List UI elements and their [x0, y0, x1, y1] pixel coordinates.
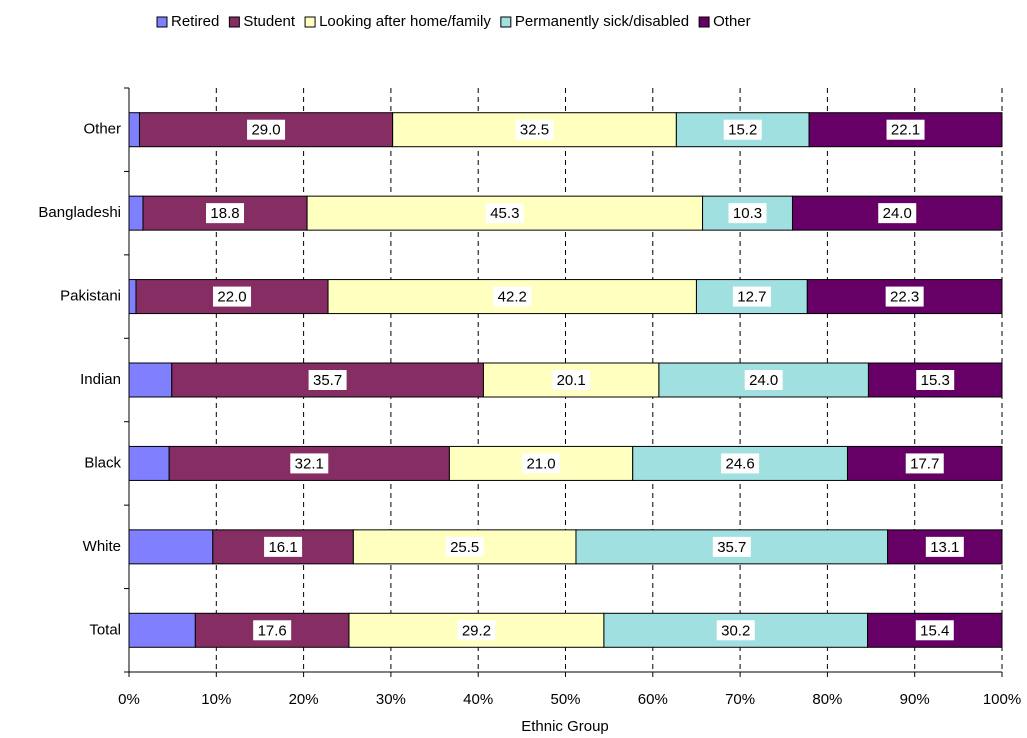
data-label: 22.1	[891, 122, 920, 139]
x-tick-label: 10%	[201, 691, 231, 708]
y-tick-label: Black	[84, 454, 121, 471]
data-label-box	[721, 453, 760, 474]
data-label: 22.0	[217, 289, 246, 306]
data-label-box	[445, 536, 484, 557]
x-tick-label: 70%	[725, 691, 755, 708]
data-label: 25.5	[450, 539, 479, 556]
data-label-box	[712, 536, 751, 557]
x-axis-label: Ethnic Group	[521, 718, 609, 735]
data-label: 32.1	[295, 455, 324, 472]
legend-label: Other	[713, 13, 751, 30]
x-tick-label: 30%	[376, 691, 406, 708]
x-tick-label: 90%	[900, 691, 930, 708]
data-label-box	[552, 370, 591, 390]
bar-segment	[128, 195, 144, 231]
data-label-box	[290, 453, 329, 474]
y-tick-label: Other	[83, 121, 121, 138]
bar-segment	[128, 612, 196, 648]
data-label-box	[485, 203, 524, 224]
data-label-box	[457, 620, 496, 641]
data-label-box	[878, 203, 917, 224]
data-label-box	[206, 203, 245, 224]
data-label-box	[905, 453, 944, 474]
legend-swatch	[500, 16, 512, 28]
data-label: 24.6	[725, 455, 754, 472]
data-label: 24.0	[883, 205, 912, 222]
data-label: 16.1	[268, 539, 297, 556]
data-label-box	[723, 119, 762, 140]
data-label-box	[732, 286, 771, 307]
data-label: 24.0	[749, 372, 778, 389]
legend-swatch	[156, 16, 168, 28]
data-label: 45.3	[490, 205, 519, 222]
data-label-box	[925, 536, 964, 557]
x-tick-label: 50%	[550, 691, 580, 708]
data-label: 10.3	[733, 205, 762, 222]
y-tick-label: Indian	[80, 371, 121, 388]
data-label-box	[885, 286, 924, 307]
data-label: 17.7	[910, 455, 939, 472]
legend-label: Looking after home/family	[319, 13, 491, 30]
data-label-box	[915, 620, 954, 641]
data-label-box	[247, 119, 286, 140]
legend-label: Permanently sick/disabled	[515, 13, 689, 30]
data-label: 30.2	[721, 622, 750, 639]
data-label-box	[522, 453, 561, 474]
y-tick-label: Bangladeshi	[38, 204, 121, 221]
legend-swatch	[304, 16, 316, 28]
data-label: 35.7	[717, 539, 746, 556]
bar-segment	[128, 445, 170, 481]
bar-segment	[603, 612, 869, 648]
data-label-box	[264, 536, 303, 557]
data-label-box	[493, 286, 532, 307]
data-label: 32.5	[520, 122, 549, 139]
x-tick-label: 100%	[983, 691, 1021, 708]
data-label: 13.1	[930, 539, 959, 556]
legend-swatch	[228, 16, 240, 28]
legend-label: Retired	[171, 13, 219, 30]
x-tick-label: 40%	[463, 691, 493, 708]
legend-swatch	[698, 16, 710, 28]
y-tick-label: Pakistani	[60, 288, 121, 305]
data-label-box	[744, 370, 783, 390]
legend-label: Student	[243, 13, 296, 30]
bar-segment	[128, 529, 214, 565]
data-label: 12.7	[737, 289, 766, 306]
data-label-box	[728, 203, 767, 224]
x-tick-label: 0%	[118, 691, 140, 708]
data-label-box	[886, 119, 925, 140]
bar-segment	[448, 445, 634, 481]
data-label: 15.2	[728, 122, 757, 139]
data-label-box	[515, 119, 554, 140]
bar-segment	[128, 112, 140, 148]
data-label-box	[716, 620, 755, 641]
data-label: 17.6	[258, 622, 287, 639]
data-label: 29.2	[462, 622, 491, 639]
data-label: 21.0	[526, 455, 555, 472]
bar-segment	[128, 362, 173, 398]
data-label: 29.0	[251, 122, 280, 139]
data-label-box	[308, 370, 347, 390]
data-label-box	[213, 286, 252, 307]
x-tick-label: 60%	[638, 691, 668, 708]
data-label: 42.2	[498, 289, 527, 306]
bar-segment	[128, 279, 137, 315]
data-label: 20.1	[557, 372, 586, 389]
data-label: 15.3	[921, 372, 950, 389]
data-label-box	[253, 620, 292, 641]
y-tick-label: Total	[89, 621, 121, 638]
x-tick-label: 80%	[812, 691, 842, 708]
y-tick-label: White	[83, 538, 121, 555]
data-label-box	[916, 370, 955, 390]
data-label: 18.8	[210, 205, 239, 222]
x-tick-label: 20%	[289, 691, 319, 708]
data-label: 22.3	[890, 289, 919, 306]
data-label: 15.4	[920, 622, 949, 639]
data-label: 35.7	[313, 372, 342, 389]
